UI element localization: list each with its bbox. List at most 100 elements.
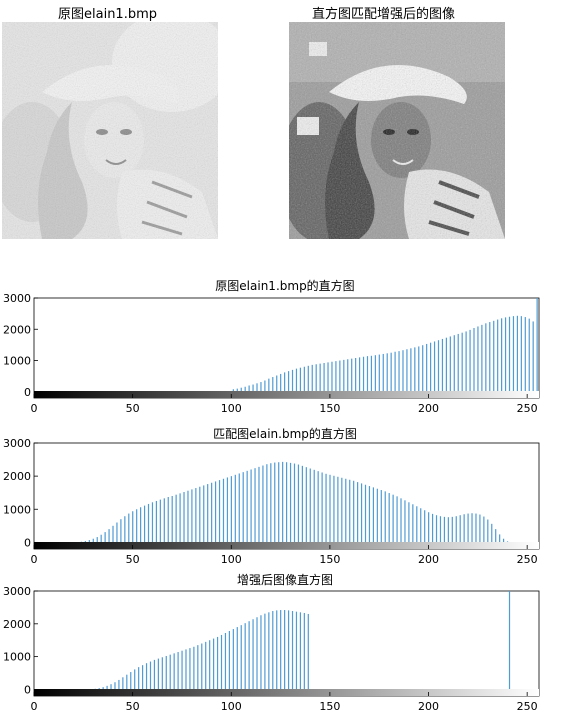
- matched-histogram: 匹配图elain.bmp的直方图 0 1000 2000 3000 0 50 100 150…: [3, 426, 540, 564]
- histogram-bar: [142, 665, 144, 690]
- histogram-bar: [353, 480, 355, 543]
- histogram-bar: [116, 522, 118, 543]
- histogram-bar: [345, 478, 347, 543]
- histogram-bar: [374, 355, 376, 392]
- x-tick-label: 0: [31, 402, 38, 415]
- histogram-bar: [287, 610, 290, 690]
- histogram-bar: [240, 625, 242, 690]
- histogram-bar: [524, 317, 526, 392]
- histogram-bar: [222, 478, 225, 543]
- histogram-bar: [155, 500, 157, 543]
- histogram-bar: [487, 519, 489, 543]
- histogram-bar: [337, 476, 339, 543]
- x-tick-label: 50: [126, 402, 140, 415]
- histogram-bar: [455, 516, 457, 543]
- histogram-bar: [402, 350, 404, 392]
- histogram-bar: [213, 638, 215, 690]
- histogram-bar: [453, 335, 455, 392]
- histogram-bar: [311, 364, 313, 392]
- histogram-bar: [216, 636, 219, 690]
- histogram-bar: [274, 462, 276, 543]
- histogram-bar: [481, 324, 483, 392]
- histogram-bar: [408, 502, 410, 543]
- histogram-bar: [140, 507, 142, 543]
- histogram-bar: [341, 477, 343, 543]
- histogram-bar: [307, 613, 309, 690]
- histogram-bar: [315, 364, 317, 392]
- histogram-bar: [355, 358, 357, 392]
- histogram-bar: [236, 388, 238, 392]
- original-image-drawing: [2, 22, 218, 239]
- histogram-bar: [256, 383, 258, 392]
- histogram-bar: [331, 361, 333, 392]
- x-tick-label: 200: [418, 553, 439, 564]
- histogram-bar: [236, 627, 238, 690]
- histogram-bar: [276, 375, 278, 392]
- histogram-bar: [414, 347, 416, 392]
- histogram-bar: [226, 477, 229, 543]
- histogram-bar: [520, 316, 522, 392]
- histogram-bar: [394, 351, 396, 392]
- histogram-bar: [388, 493, 390, 543]
- histogram-bar: [420, 508, 422, 543]
- histogram-bar: [199, 486, 201, 543]
- histogram-bar: [426, 343, 428, 392]
- histogram-bar: [163, 498, 165, 543]
- histogram-bar: [364, 484, 367, 543]
- histogram-bar: [378, 354, 380, 392]
- histogram-bar: [167, 496, 169, 543]
- histogram-bar: [301, 465, 303, 543]
- histogram-bar: [471, 513, 473, 543]
- histogram-bar: [376, 488, 378, 543]
- histogram-bar: [329, 474, 331, 543]
- histogram-bar: [291, 611, 294, 690]
- histogram-bar: [161, 657, 163, 690]
- histogram-bar: [201, 643, 203, 690]
- histogram-bar: [197, 645, 199, 690]
- histogram-bar: [493, 320, 495, 392]
- histogram-bar: [382, 353, 384, 392]
- histogram-bar: [467, 513, 469, 543]
- histogram-bar: [234, 474, 236, 543]
- histogram-bar: [209, 640, 211, 690]
- histogram-bar: [475, 513, 477, 543]
- histogram-bar: [134, 669, 136, 690]
- histogram-bar: [303, 612, 305, 690]
- y-tick-label: 0: [24, 536, 31, 549]
- histogram-bar: [309, 468, 311, 543]
- histogram-bar: [282, 461, 284, 543]
- histogram-bar: [327, 362, 329, 392]
- histogram-bar: [181, 650, 183, 690]
- y-tick-label: 2000: [3, 618, 31, 631]
- histogram-bar: [185, 649, 187, 690]
- histogram-bar: [384, 491, 386, 543]
- histogram-bar: [431, 513, 434, 543]
- histogram-bar: [252, 619, 254, 690]
- histogram-bar: [165, 655, 167, 690]
- histogram-bar: [173, 653, 175, 690]
- histogram-bar: [264, 380, 266, 392]
- histogram-bar: [177, 652, 179, 690]
- histogram-bar: [299, 612, 302, 690]
- y-tick-label: 3000: [3, 585, 31, 598]
- histogram-bar: [499, 534, 501, 543]
- histogram-bar: [422, 345, 424, 392]
- histogram-bar: [358, 357, 361, 392]
- histogram-bar: [252, 384, 254, 392]
- histogram-bar: [262, 465, 264, 543]
- histogram-bar: [106, 685, 108, 690]
- histogram-bar: [303, 366, 305, 392]
- grayscale-colorbar: [34, 542, 539, 549]
- histogram-bar: [323, 363, 325, 392]
- histogram-bar: [335, 361, 337, 392]
- histogram-bar: [138, 667, 140, 690]
- histogram-bar: [203, 485, 205, 543]
- grayscale-colorbar: [34, 391, 539, 398]
- histogram-bar: [88, 540, 90, 543]
- histogram-bar: [280, 610, 282, 690]
- histogram-bar: [270, 463, 272, 543]
- plot-area: [33, 590, 540, 697]
- histogram-bar: [195, 488, 197, 543]
- histogram-bar: [333, 475, 335, 543]
- histogram-bar: [443, 516, 446, 543]
